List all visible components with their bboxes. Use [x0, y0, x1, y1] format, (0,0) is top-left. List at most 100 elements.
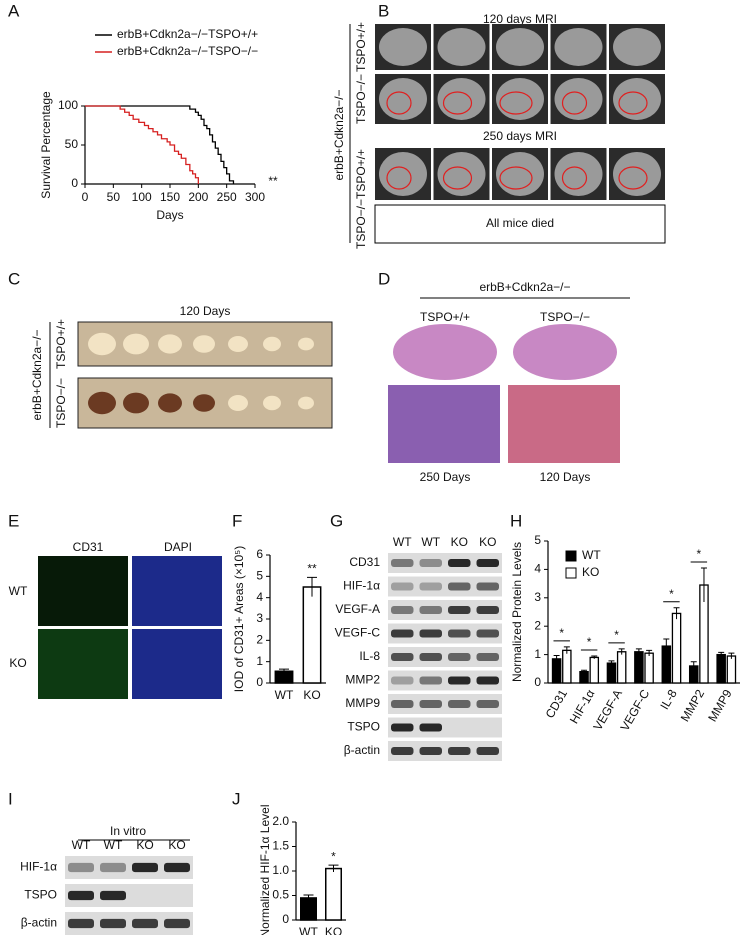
band [476, 653, 499, 661]
bar [551, 658, 562, 684]
tumor-outline [442, 166, 473, 190]
x-tick-label: 0 [82, 190, 89, 204]
protein-label: VEGF-A [335, 602, 380, 616]
tumor-outline [386, 166, 412, 190]
column-label: TSPO−/− [540, 310, 590, 324]
lane-label: KO [451, 535, 468, 549]
bar [562, 649, 572, 684]
survival-curve [85, 105, 199, 184]
blot-strip [388, 553, 502, 573]
band [132, 918, 158, 929]
brain-slice [158, 334, 182, 354]
y-tick-label: 0.5 [272, 888, 289, 902]
band [391, 747, 414, 755]
bar [634, 651, 644, 684]
micrograph [132, 556, 222, 626]
micrograph [388, 385, 500, 463]
row-label: TSPO+/+ [54, 319, 68, 369]
blot-strip [388, 600, 502, 620]
y-tick-label: 0 [256, 675, 263, 689]
error-bar [618, 648, 625, 655]
error-bar [591, 655, 598, 659]
y-tick-label: 6 [256, 547, 263, 561]
y-axis-label: Normalized Protein Levels [510, 542, 524, 682]
significance: * [614, 628, 619, 642]
error-bar [673, 607, 680, 620]
panel-label: H [510, 511, 522, 530]
error-bar [690, 661, 697, 671]
band [391, 559, 414, 567]
bar [589, 656, 600, 684]
band [391, 723, 414, 732]
band [476, 747, 499, 755]
significance: * [331, 849, 336, 863]
brain-slice [228, 395, 248, 411]
brain-slice [123, 333, 149, 355]
band [476, 676, 499, 685]
band [419, 606, 442, 614]
band [391, 653, 414, 661]
x-tick-label: 200 [188, 190, 208, 204]
band [419, 653, 442, 661]
error-bar [663, 638, 670, 654]
panel-label: C [8, 269, 20, 288]
y-axis-label: IOD of CD31+ Areas (×10⁵) [232, 546, 246, 692]
y-tick-label: 2.0 [272, 814, 289, 828]
lane-label: WT [393, 535, 412, 549]
brain [554, 28, 603, 66]
row-label: TSPO−/− [354, 74, 368, 124]
legend-label: erbB+Cdkn2a−/−TSPO−/− [117, 44, 258, 58]
brain-slice [88, 391, 116, 415]
band [448, 653, 471, 661]
x-tick-label: MMP2 [678, 687, 708, 724]
brain [496, 28, 544, 66]
lane-label: KO [136, 838, 153, 852]
y-tick-label: 5 [534, 533, 541, 547]
protein-label: MMP2 [345, 673, 380, 687]
note: All mice died [486, 216, 554, 230]
x-tick-label: WT [299, 925, 318, 935]
genotype-label: erbB+Cdkn2a−/− [30, 329, 44, 420]
x-tick-label: 50 [107, 190, 121, 204]
brain [613, 78, 661, 120]
panel-label: J [232, 789, 241, 808]
significance: ** [268, 174, 278, 188]
y-tick-label: 1.5 [272, 839, 289, 853]
band [476, 582, 499, 591]
x-tick-label: 100 [132, 190, 152, 204]
bar [716, 653, 726, 684]
protein-label: β-actin [21, 916, 57, 930]
time-label: 250 Days [420, 470, 471, 484]
band [164, 862, 190, 873]
y-axis-label: Survival Percentage [39, 91, 53, 199]
column-label: TSPO+/+ [420, 310, 470, 324]
band [419, 747, 442, 755]
y-tick-label: 4 [256, 590, 263, 604]
row-label: TSPO+/+ [354, 22, 368, 72]
y-tick-label: 0 [534, 675, 541, 689]
error-bar [728, 652, 735, 659]
band [448, 747, 471, 755]
brain-slice [123, 392, 149, 414]
bar [300, 897, 317, 921]
protein-label: TSPO [24, 888, 57, 902]
genotype-label: erbB+Cdkn2a−/− [332, 89, 346, 180]
x-tick-label: WT [275, 688, 294, 702]
band [476, 559, 499, 567]
panel-label: G [330, 511, 343, 530]
micrograph [38, 629, 128, 699]
blot-strip [388, 694, 502, 714]
error-bar [279, 668, 289, 674]
brain [613, 28, 661, 66]
column-label: CD31 [73, 540, 104, 554]
band [164, 918, 190, 929]
band [100, 890, 126, 901]
x-tick-label: 300 [245, 190, 265, 204]
bar [325, 867, 342, 921]
error-bar [646, 649, 653, 657]
section [393, 324, 497, 380]
tumor-outline [442, 91, 473, 115]
survival-curve [85, 105, 235, 184]
brain [554, 152, 603, 196]
